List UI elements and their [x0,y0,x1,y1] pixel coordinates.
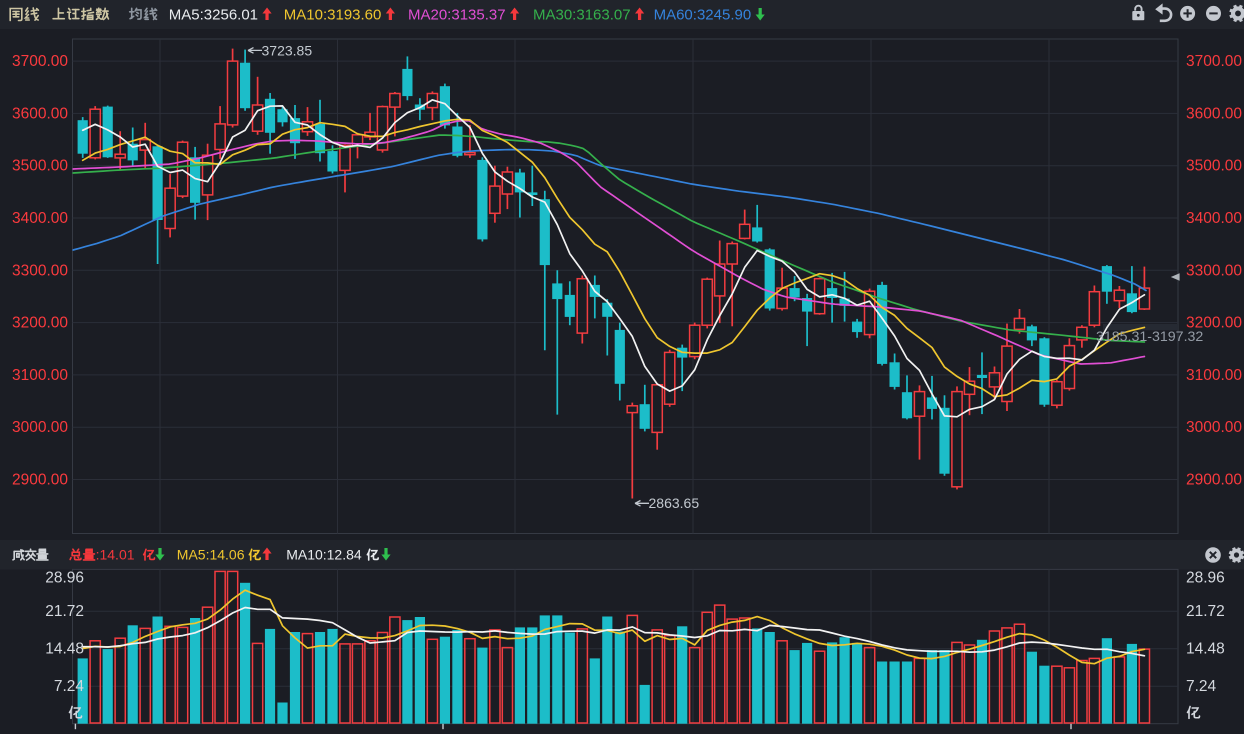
svg-text:2863.65: 2863.65 [649,495,700,511]
svg-text:3300.00: 3300.00 [12,262,68,279]
svg-text:3000.00: 3000.00 [12,419,68,436]
svg-text:3000.00: 3000.00 [1186,419,1242,436]
svg-text:3100.00: 3100.00 [12,367,68,384]
svg-text:2900.00: 2900.00 [12,472,68,489]
svg-text:3100.00: 3100.00 [1186,367,1242,384]
svg-text:3400.00: 3400.00 [12,210,68,227]
svg-text:3723.85: 3723.85 [262,42,313,58]
svg-text:MA30:3163.07: MA30:3163.07 [533,7,631,24]
svg-text:MA10:12.84: MA10:12.84 [286,547,362,563]
svg-text:28.96: 28.96 [1186,570,1225,587]
svg-text:MA10:3193.60: MA10:3193.60 [284,7,382,24]
svg-text:28.96: 28.96 [45,570,84,587]
svg-text::14.01: :14.01 [96,547,135,563]
svg-text:2900.00: 2900.00 [1186,472,1242,489]
svg-text:3700.00: 3700.00 [12,53,68,70]
svg-text:3185.31-3197.32: 3185.31-3197.32 [1096,329,1203,345]
svg-text:14.48: 14.48 [1186,641,1225,658]
svg-text:21.72: 21.72 [45,603,84,620]
svg-text:MA20:3135.37: MA20:3135.37 [408,7,506,24]
svg-text:14.48: 14.48 [45,641,84,658]
svg-text:3300.00: 3300.00 [1186,262,1242,279]
svg-text:MA5:14.06: MA5:14.06 [177,547,245,563]
svg-text:7.24: 7.24 [1186,678,1217,695]
svg-text:7.24: 7.24 [54,678,85,695]
svg-text:3600.00: 3600.00 [12,105,68,122]
svg-text:MA5:3256.01: MA5:3256.01 [169,7,258,24]
svg-text:21.72: 21.72 [1186,603,1225,620]
svg-text:3400.00: 3400.00 [1186,210,1242,227]
svg-text:3500.00: 3500.00 [1186,158,1242,175]
svg-text:3500.00: 3500.00 [12,158,68,175]
svg-text:3200.00: 3200.00 [12,315,68,332]
svg-text:3600.00: 3600.00 [1186,105,1242,122]
svg-text:3200.00: 3200.00 [1186,315,1242,332]
svg-text:3700.00: 3700.00 [1186,53,1242,70]
svg-text:MA60:3245.90: MA60:3245.90 [654,7,752,24]
